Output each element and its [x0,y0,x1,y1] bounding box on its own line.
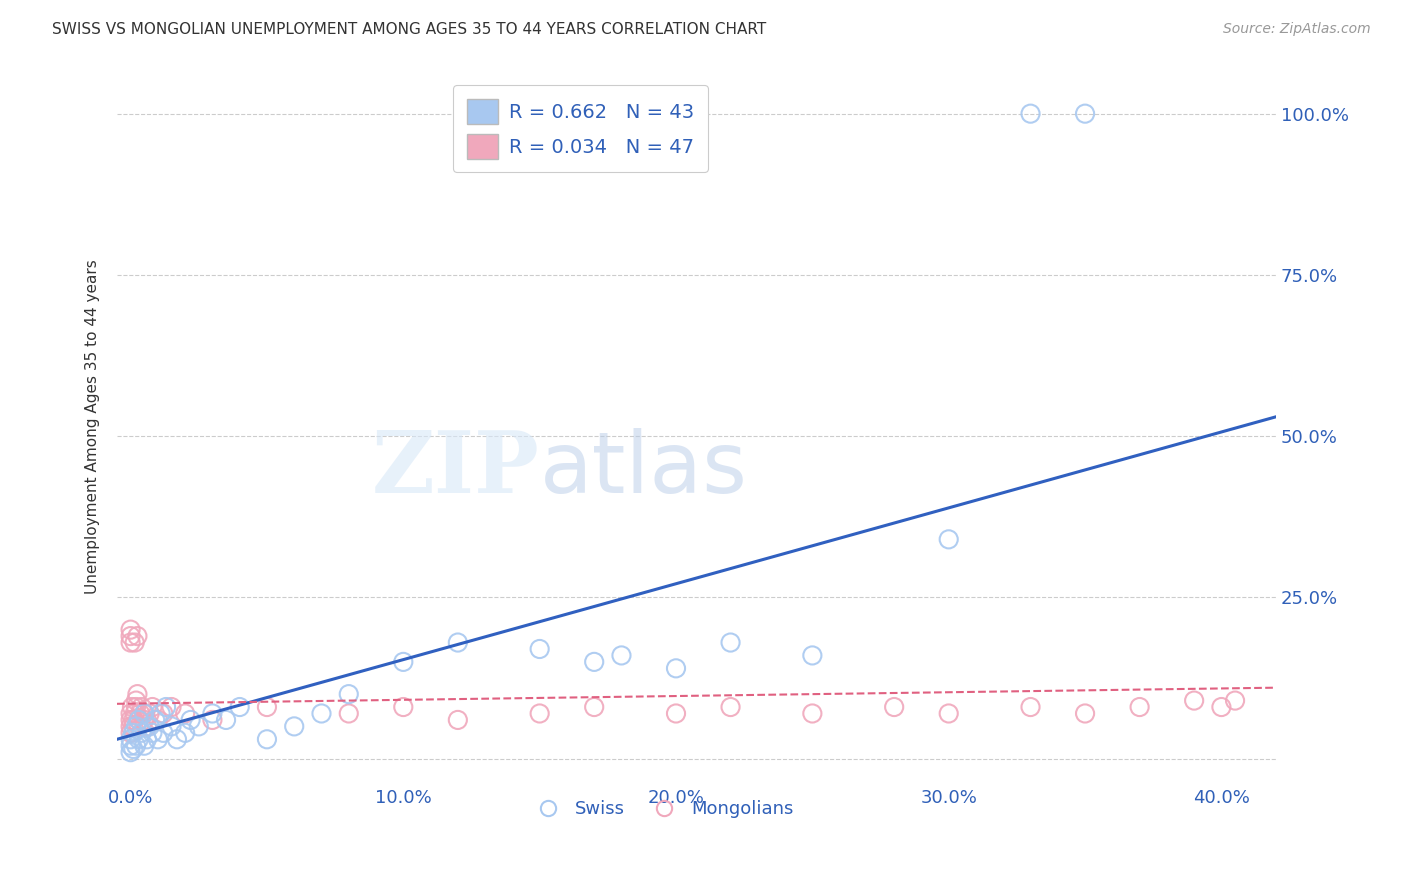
Text: SWISS VS MONGOLIAN UNEMPLOYMENT AMONG AGES 35 TO 44 YEARS CORRELATION CHART: SWISS VS MONGOLIAN UNEMPLOYMENT AMONG AG… [52,22,766,37]
Point [122,742,145,756]
Point [125,693,148,707]
Point [665,661,688,675]
Point [155,700,177,714]
Point [174,726,197,740]
Point [141,700,163,714]
Point [392,700,415,714]
Point [134,706,156,721]
Point [529,706,551,721]
Point [720,700,742,714]
Point [1074,706,1097,721]
Point [120,726,142,740]
Point [136,719,159,733]
Point [131,726,153,740]
Point [337,687,360,701]
Point [392,655,415,669]
Point [337,706,360,721]
Point [134,739,156,753]
Point [447,635,470,649]
Point [128,732,150,747]
Point [120,629,142,643]
Point [201,706,224,721]
Point [152,706,174,721]
Text: ZIP: ZIP [373,427,540,511]
Point [131,700,153,714]
Point [583,700,606,714]
Point [146,732,169,747]
Point [141,726,163,740]
Point [883,700,905,714]
Point [146,713,169,727]
Point [136,732,159,747]
Point [801,648,824,663]
Point [1074,106,1097,120]
Point [1182,693,1205,707]
Point [166,732,188,747]
Point [128,713,150,727]
Point [447,713,470,727]
Point [128,713,150,727]
Point [1129,700,1152,714]
Point [120,745,142,759]
Point [120,719,142,733]
Point [720,635,742,649]
Point [256,732,278,747]
Point [228,700,250,714]
Text: Source: ZipAtlas.com: Source: ZipAtlas.com [1223,22,1371,37]
Point [1019,106,1042,120]
Point [138,706,160,721]
Point [125,719,148,733]
Point [938,706,960,721]
Point [529,642,551,657]
Point [124,635,146,649]
Point [128,719,150,733]
Point [134,706,156,721]
Point [187,719,209,733]
Point [1019,700,1042,714]
Text: atlas: atlas [540,428,748,511]
Point [215,713,238,727]
Point [152,726,174,740]
Point [138,719,160,733]
Point [583,655,606,669]
Point [160,719,183,733]
Point [610,648,633,663]
Point [121,700,143,714]
Point [124,706,146,721]
Point [256,700,278,714]
Point [120,706,142,721]
Point [201,713,224,727]
Point [665,706,688,721]
Point [125,739,148,753]
Legend: Swiss, Mongolians: Swiss, Mongolians [522,793,801,825]
Point [180,713,202,727]
Point [129,706,152,721]
Point [801,706,824,721]
Point [1223,693,1246,707]
Point [122,719,145,733]
Point [127,687,149,701]
Point [120,732,142,747]
Point [134,713,156,727]
Point [160,700,183,714]
Y-axis label: Unemployment Among Ages 35 to 44 years: Unemployment Among Ages 35 to 44 years [86,259,100,594]
Point [122,713,145,727]
Point [1211,700,1233,714]
Point [120,739,142,753]
Point [174,706,197,721]
Point [120,623,142,637]
Point [283,719,305,733]
Point [127,629,149,643]
Point [120,713,142,727]
Point [311,706,333,721]
Point [120,635,142,649]
Point [938,533,960,547]
Point [143,713,166,727]
Point [125,700,148,714]
Point [149,706,172,721]
Point [122,726,145,740]
